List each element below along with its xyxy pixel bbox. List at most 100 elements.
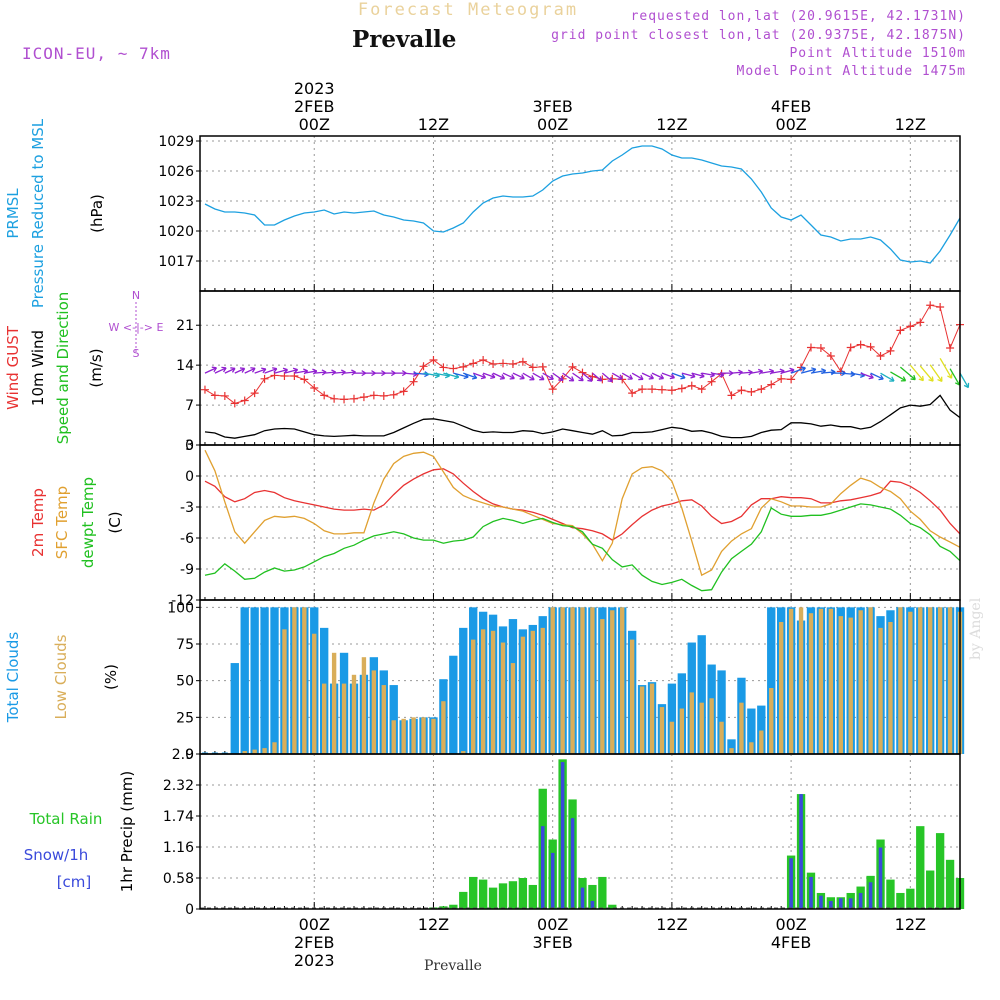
rain-bar [459, 891, 468, 909]
gust-point [886, 346, 895, 355]
snow-bar [560, 762, 565, 909]
snow-bar [799, 794, 803, 909]
panel-pressure: 1017 1020 1023 1026 1029 PRMSL Pressure Reduce… [4, 118, 961, 308]
rain-bar [518, 878, 528, 909]
top-time-label: 2FEB [294, 97, 334, 116]
y-tick-label: 2.32 [163, 778, 194, 794]
panel-frame [199, 135, 961, 292]
wind-arrow-head [889, 376, 895, 382]
rain-bar [886, 879, 895, 909]
wind-arrow-head [499, 374, 506, 380]
wind-arrow-head [490, 373, 496, 380]
gust-point [568, 362, 577, 371]
total-cloud-bar [270, 607, 279, 754]
gust-point [359, 393, 368, 402]
wind-arrow [502, 372, 515, 380]
rain-bar [608, 904, 617, 909]
rain-bar [449, 904, 458, 909]
rain-bar [488, 887, 498, 909]
gust-point [777, 374, 786, 383]
wind-arrow [274, 369, 288, 374]
wind-arrow-head [648, 374, 654, 380]
wind-arrow [691, 372, 705, 378]
rain-bar [945, 859, 955, 909]
wind-arrow [482, 372, 496, 379]
panel-label-temperature: 2m Temp [29, 488, 47, 557]
rain-bar [916, 826, 925, 909]
gust-point [330, 394, 339, 403]
wind-arrow [244, 367, 256, 374]
gust-point [946, 344, 955, 353]
wind-arrow-head [596, 376, 603, 382]
wind-arrow-head [261, 367, 267, 374]
wind-arrow-head [587, 376, 593, 382]
y-tick-label: 100 [167, 600, 194, 616]
low-cloud-bar [769, 688, 774, 754]
panel-frame [199, 753, 961, 910]
low-cloud-bar [560, 607, 565, 754]
gust-point [240, 396, 249, 405]
wind-arrow [731, 371, 743, 374]
gust-point [856, 340, 865, 349]
panel-precip: 0 0.58 1.16 1.74 2.32 2.9 1hr Precip (mm) Total… [24, 747, 965, 918]
gust-point [508, 360, 517, 369]
low-cloud-bar [510, 663, 516, 754]
low-cloud-bar [381, 685, 386, 754]
wind-arrow-head [680, 373, 686, 380]
low-cloud-bar [878, 627, 883, 754]
y-tick-label: 2.9 [172, 747, 194, 763]
low-cloud-bar [302, 607, 307, 754]
rain-bar [588, 884, 597, 909]
low-cloud-bar [898, 607, 903, 754]
low-cloud-bar [719, 721, 724, 754]
low-cloud-bar [431, 718, 436, 754]
low-cloud-bar [312, 633, 317, 754]
bottom-time-label: 3FEB [532, 933, 572, 952]
y-tick-label: 0.58 [163, 871, 194, 887]
wind-arrow [324, 371, 336, 374]
low-cloud-bar [321, 683, 327, 754]
y-tick-label: 1017 [158, 254, 194, 270]
y-tick-label: 1.16 [163, 840, 194, 856]
footer-station: Prevalle [424, 958, 482, 974]
wind-arrow-head [548, 374, 554, 381]
y-tick-label: 0 [185, 438, 194, 454]
wind-arrow-head [947, 373, 953, 379]
gust-point [429, 356, 438, 365]
bottom-time-label: 12Z [418, 915, 449, 934]
wind-arrow-head [480, 373, 487, 380]
wind-arrow [522, 372, 535, 381]
snow-bar [590, 900, 595, 909]
wind-arrow [254, 368, 267, 374]
low-cloud-bar [461, 751, 466, 754]
low-cloud-bar [401, 718, 406, 754]
gust-point [737, 386, 746, 395]
wind-arrow [899, 366, 916, 381]
wind-arrow-head [627, 374, 633, 380]
gust-point [767, 380, 776, 389]
low-cloud-bar [252, 749, 257, 754]
snow-bar [540, 826, 545, 909]
station-title: Prevalle [352, 26, 457, 53]
gust-point [379, 391, 388, 400]
gust-point [528, 363, 537, 372]
gust-point [816, 344, 825, 353]
low-cloud-bar [620, 607, 625, 754]
total-cloud-bar [240, 607, 249, 754]
gust-point [826, 352, 835, 361]
forecast-title: Forecast Meteogram [357, 0, 579, 20]
wind-arrow [601, 372, 613, 382]
wind-arrow [621, 372, 633, 380]
wind-arrow [403, 372, 418, 375]
low-cloud-bar [888, 622, 893, 754]
gust-point [538, 362, 547, 371]
series-line-pressure [204, 145, 961, 264]
wind-arrow [234, 367, 245, 374]
gust-point [846, 343, 855, 352]
panel-label-wind: 10m Wind [29, 330, 47, 406]
bottom-time-label: 00Z [537, 915, 568, 934]
snow-bar [878, 847, 883, 909]
low-cloud-bar [808, 613, 814, 754]
wind-arrow [929, 364, 943, 382]
rain-bar [896, 892, 905, 909]
